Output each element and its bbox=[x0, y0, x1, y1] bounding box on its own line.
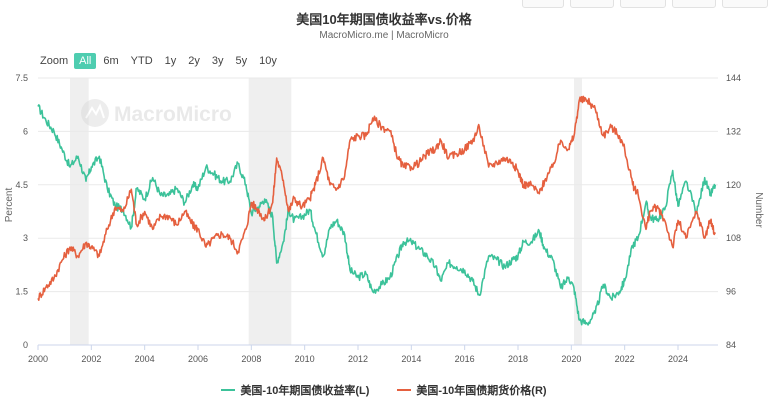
zoom-selector: Zoom All 6m YTD 1y 2y 3y 5y 10y bbox=[40, 52, 284, 70]
series-line-price bbox=[37, 95, 716, 301]
chart-subtitle: MacroMicro.me | MacroMicro bbox=[319, 30, 449, 41]
recession-band bbox=[574, 78, 582, 345]
x-tick-label: 2000 bbox=[28, 354, 48, 364]
zoom-3y-button[interactable]: 3y bbox=[211, 55, 224, 67]
legend: 美国-10年期国债收益率(L) 美国-10年国债期货价格(R) bbox=[0, 382, 768, 398]
right-axis-label: Number bbox=[753, 192, 764, 228]
right-tick-label: 84 bbox=[726, 340, 736, 350]
x-tick-label: 2020 bbox=[561, 354, 581, 364]
legend-item-price[interactable]: 美国-10年国债期货价格(R) bbox=[397, 382, 547, 398]
watermark-logo-icon bbox=[81, 99, 109, 127]
x-tick-label: 2004 bbox=[135, 354, 155, 364]
toolbar-tab[interactable] bbox=[570, 0, 614, 8]
top-toolbar bbox=[0, 0, 768, 8]
legend-label-yield: 美国-10年期国债收益率(L) bbox=[240, 385, 370, 397]
x-tick-label: 2018 bbox=[508, 354, 528, 364]
left-axis: 0 1.5 3 4.5 6 7.5 bbox=[15, 73, 28, 350]
zoom-label: Zoom bbox=[40, 55, 69, 67]
left-tick-label: 1.5 bbox=[15, 287, 28, 297]
x-tick-label: 2016 bbox=[455, 354, 475, 364]
zoom-all-button[interactable]: All bbox=[74, 53, 97, 69]
zoom-10y-button[interactable]: 10y bbox=[259, 55, 277, 67]
left-tick-label: 3 bbox=[23, 233, 28, 243]
right-tick-label: 132 bbox=[726, 126, 741, 136]
zoom-ytd-button[interactable]: YTD bbox=[130, 55, 153, 67]
legend-label-price: 美国-10年国债期货价格(R) bbox=[416, 385, 547, 397]
series-line-yield bbox=[37, 104, 717, 326]
x-tick-label: 2010 bbox=[295, 354, 315, 364]
zoom-2y-button[interactable]: 2y bbox=[188, 55, 200, 67]
watermark: MacroMicro bbox=[81, 99, 232, 127]
zoom-6m-button[interactable]: 6m bbox=[103, 55, 119, 67]
left-tick-label: 7.5 bbox=[15, 73, 28, 83]
zoom-5y-button[interactable]: 5y bbox=[235, 55, 248, 67]
series-lines bbox=[37, 95, 717, 326]
x-tick-label: 2014 bbox=[401, 354, 421, 364]
x-tick-label: 2006 bbox=[188, 354, 208, 364]
legend-swatch-yield bbox=[221, 389, 236, 391]
legend-item-yield[interactable]: 美国-10年期国债收益率(L) bbox=[221, 382, 369, 398]
left-tick-label: 0 bbox=[23, 340, 28, 350]
left-tick-label: 4.5 bbox=[15, 180, 28, 190]
right-tick-label: 120 bbox=[726, 180, 741, 190]
recession-band bbox=[70, 78, 89, 345]
x-tick-label: 2002 bbox=[81, 354, 101, 364]
right-tick-label: 96 bbox=[726, 287, 736, 297]
x-tick-label: 2012 bbox=[348, 354, 368, 364]
toolbar-tab[interactable] bbox=[522, 0, 564, 8]
x-tick-label: 2022 bbox=[615, 354, 635, 364]
x-axis: 2000 2002 2004 2006 2008 2010 2012 2014 2016 2018… bbox=[28, 344, 718, 364]
x-tick-label: 2024 bbox=[668, 354, 688, 364]
right-tick-label: 144 bbox=[726, 73, 741, 83]
right-tick-label: 108 bbox=[726, 233, 741, 243]
legend-swatch-price bbox=[397, 389, 412, 391]
left-axis-label: Percent bbox=[4, 188, 15, 223]
x-tick-label: 2008 bbox=[241, 354, 261, 364]
right-axis: 84 96 108 120 132 144 bbox=[726, 73, 741, 350]
left-tick-label: 6 bbox=[23, 126, 28, 136]
toolbar-tab[interactable] bbox=[672, 0, 716, 8]
toolbar-tab[interactable] bbox=[620, 0, 666, 8]
watermark-text: MacroMicro bbox=[114, 103, 232, 126]
chart-title: 美国10年期国债收益率vs.价格 bbox=[296, 12, 472, 27]
zoom-1y-button[interactable]: 1y bbox=[164, 55, 177, 67]
